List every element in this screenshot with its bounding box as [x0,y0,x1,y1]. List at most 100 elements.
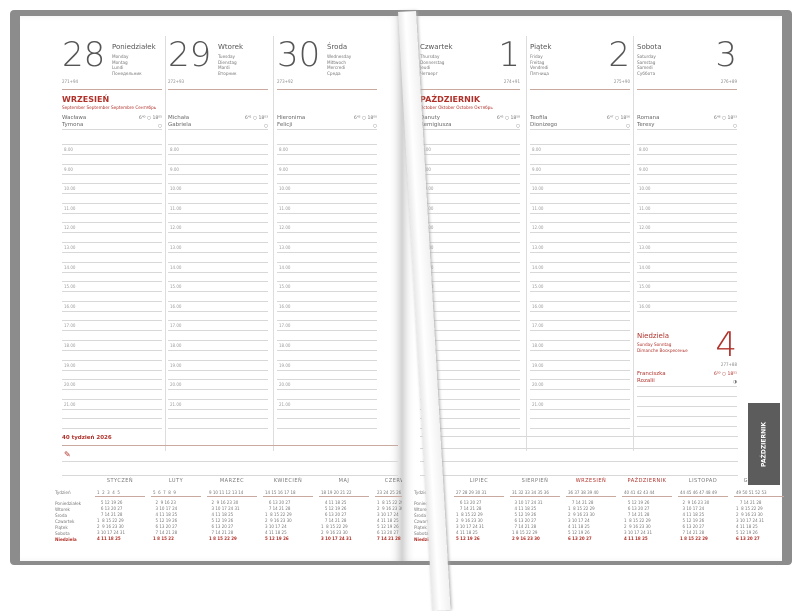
time-label: 10.00 [279,186,291,192]
time-label: 18.00 [532,343,544,348]
month-name: PAŹDZIERNIK [420,95,481,104]
ruled-line [530,320,630,322]
day-translation: Samstag [637,59,656,65]
ruled-line [530,408,630,410]
mini-month-row: 6 13 20 27 [680,524,705,529]
name-days: Romana Teresy [637,115,660,129]
day-translation: Wednesday [327,54,352,59]
name-day: Teofila [530,115,548,121]
ruled-line [168,300,268,302]
header-divider [168,89,268,90]
ruled-line [168,320,268,322]
day-translation: Vendredi [530,65,549,71]
time-label: 16.00 [170,303,182,309]
time-label: 19.00 [532,362,544,368]
ruled-line [420,291,520,293]
mini-month-row: 7 14 21 28 [97,512,123,517]
time-label: 17.00 [170,323,182,329]
mini-month-row: 1 8 15 22 29 [209,536,237,541]
weekday-label: Piątek [414,525,427,530]
ruled-line [637,242,737,243]
ruled-line [168,340,268,341]
mini-month-name: KWIECIEŃ [273,478,303,484]
weekday-label: Wtorek [55,507,70,512]
name-day: Dionizego [530,122,558,128]
ruled-line [168,154,268,155]
weekday-label: Czwartek [55,519,75,524]
ruled-line [420,281,520,283]
day-translation: Jeudi [420,65,431,71]
time-label: 9.00 [639,166,648,172]
weekday-label: Poniedziałek [55,501,82,506]
mini-month-name: MAJ [338,478,350,484]
ruled-line [168,163,268,165]
mini-month-name: PAŹDZIERNIK [627,478,667,484]
mini-month-row: 7 14 21 28 [512,524,537,529]
time-label: 10.00 [64,186,76,192]
time-label: 13.00 [170,245,182,250]
ruled-line [637,232,737,234]
ruled-line [62,232,162,234]
mini-month-row: 3 10 17 24 [265,524,287,529]
mini-month-weeks: 5 6 7 8 9 [153,490,176,495]
mini-month-row: 1 8 15 22 29 [377,500,404,505]
day-translation: Lundi [112,65,124,71]
ruled-line [62,193,162,195]
mini-month-row: 5 12 19 26 [97,500,123,505]
ruled-line [637,163,737,165]
month-tab[interactable]: PAŹDZIERNIK [748,403,780,485]
mini-month-row: 6 13 20 27 [377,530,399,535]
day-translation: Montag [112,59,128,65]
mini-month-divider [734,496,784,497]
ruled-line [530,232,630,234]
weekday-label: Niedziela [414,537,436,542]
column-divider [273,36,274,451]
ruled-line [637,271,737,273]
mini-month-row: 5 12 19 26 [456,536,480,541]
mini-month-row: 2 9 16 23 30 [209,500,239,505]
ruled-line [168,222,268,224]
ruled-line [168,129,268,130]
mini-month-divider [566,496,616,497]
mini-month-row: 4 11 18 25 [377,518,399,523]
day-number: 30 [277,35,321,75]
ruled-line [168,389,268,391]
ruled-line [637,193,737,195]
mini-month-row: 2 9 16 23 30 [321,530,348,535]
ruled-line [62,222,162,224]
mini-month-divider [622,496,672,497]
ruled-line [62,389,162,391]
ruled-line [168,291,268,293]
ruled-line [168,369,268,371]
column-divider [165,36,166,451]
day-count: 272+93 [168,79,185,84]
ruled-line [277,428,377,429]
ruled-line [420,389,520,391]
mini-month-row: 5 12 19 26 [512,512,537,517]
day-translation: Mardi [218,65,230,71]
time-label: 11.00 [64,205,76,211]
ruled-line [62,144,162,145]
day-translation: Saturday [637,54,656,59]
time-label: 8.00 [639,147,648,152]
ruled-line [530,144,630,145]
ruled-line [530,193,630,195]
time-label: 16.00 [64,303,76,309]
day-translation: Friday [530,54,543,59]
ruled-line [62,183,162,185]
mini-month-row: 7 14 21 28 [321,518,347,523]
time-label: 11.00 [639,205,651,211]
ruled-line [637,300,737,302]
sunrise-sunset: 6⁴³ ○ 18⁰⁰ ○ [354,115,377,131]
mini-month-name: LISTOPAD [688,478,718,484]
mini-month-row: 3 10 17 24 31 [624,530,652,535]
time-label: 21.00 [64,401,76,407]
mini-month-row: 3 10 17 24 31 [456,524,484,529]
time-label: 17.00 [279,323,291,329]
mini-month-row: 4 11 18 25 [321,500,347,505]
time-label: 8.00 [532,147,541,152]
mini-month-row: 5 12 19 26 [321,506,347,511]
ruled-line [420,154,520,155]
day-translation: Freitag [530,59,545,65]
ruled-line [530,291,630,293]
